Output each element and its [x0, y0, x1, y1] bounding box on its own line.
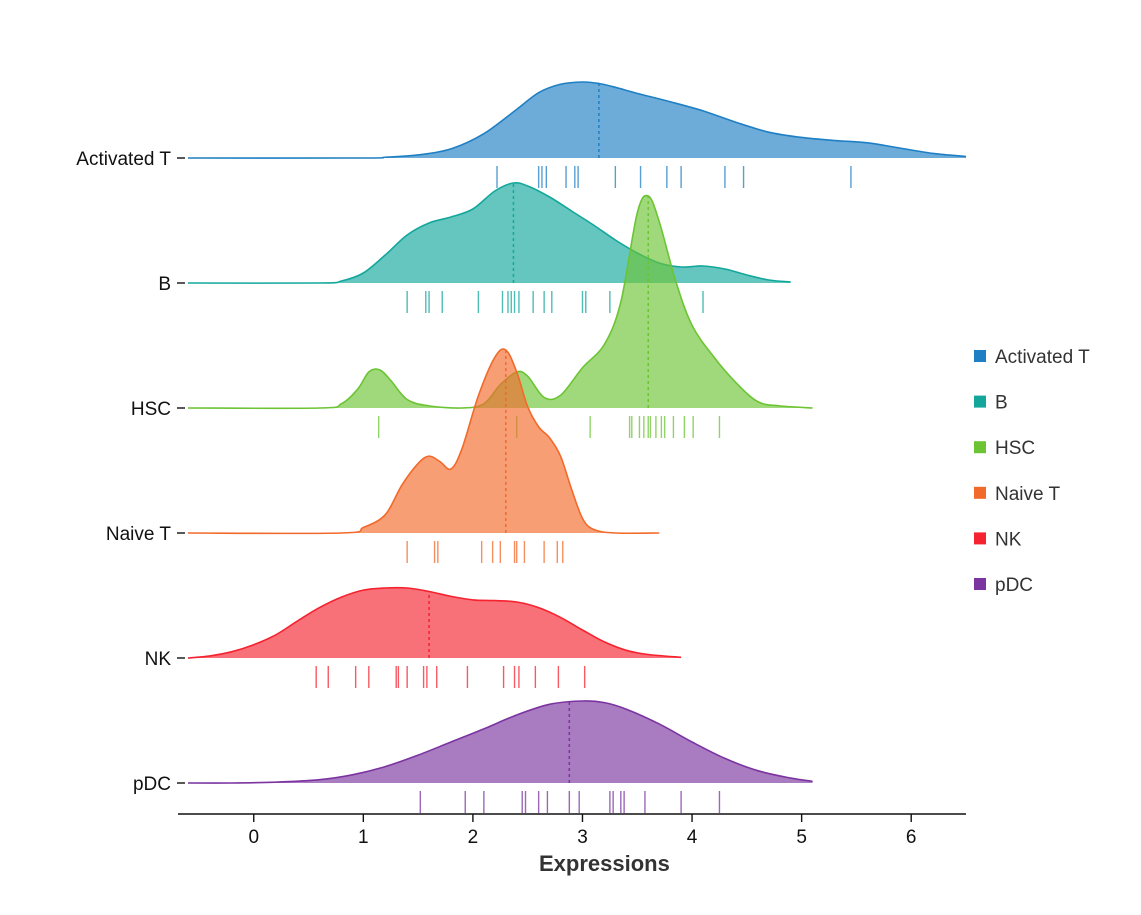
y-tick-label: Activated T — [76, 149, 171, 170]
y-tick-label: pDC — [133, 774, 171, 795]
legend-label-pdc: pDC — [995, 575, 1033, 596]
legend-label-nk: NK — [995, 529, 1022, 550]
x-axis: 0 1 2 3 4 5 6 — [178, 813, 966, 848]
legend-swatch-b — [974, 395, 986, 408]
legend-item-nk: NK — [974, 529, 1022, 550]
ridge-nk — [187, 586, 682, 688]
legend: Activated T B HSC Naive T NK pDC — [974, 347, 1090, 596]
legend-item-activated-t: Activated T — [974, 347, 1090, 368]
legend-swatch-hsc — [974, 441, 986, 454]
density-area-nk — [188, 587, 682, 658]
y-axis: Activated T B HSC Naive T NK pDC — [76, 149, 185, 795]
x-tick-label: 1 — [358, 827, 369, 848]
density-line-activated-t — [187, 81, 967, 159]
x-tick-label: 5 — [796, 827, 807, 848]
y-tick-label: Naive T — [106, 524, 172, 545]
y-tick-label: HSC — [131, 399, 171, 420]
legend-item-b: B — [974, 393, 1008, 414]
ridge-pdc — [187, 700, 813, 813]
ridges-layer — [187, 81, 967, 813]
legend-swatch-naive-t — [974, 486, 986, 499]
legend-item-naive-t: Naive T — [974, 484, 1061, 505]
density-line-pdc — [187, 700, 813, 784]
legend-label-hsc: HSC — [995, 438, 1035, 459]
legend-swatch-pdc — [974, 578, 986, 590]
legend-swatch-nk — [974, 532, 986, 545]
legend-swatch-activated-t — [974, 350, 986, 362]
density-area-activated-t — [188, 81, 966, 159]
density-line-naive-t — [187, 348, 660, 535]
density-area-hsc — [188, 195, 813, 409]
ridge-naive-t — [187, 348, 660, 563]
x-tick-label: 4 — [687, 827, 698, 848]
legend-item-pdc: pDC — [974, 575, 1033, 596]
density-area-b — [188, 182, 791, 284]
legend-label-b: B — [995, 393, 1008, 414]
legend-label-activated-t: Activated T — [995, 347, 1090, 368]
density-line-hsc — [187, 194, 813, 410]
y-tick-label: B — [158, 274, 171, 295]
x-tick-label: 6 — [906, 827, 917, 848]
x-tick-label: 0 — [248, 827, 259, 848]
density-area-naive-t — [188, 349, 660, 534]
density-line-b — [187, 181, 791, 284]
y-tick-label: NK — [145, 649, 172, 670]
x-axis-title: Expressions — [539, 851, 670, 876]
legend-label-naive-t: Naive T — [995, 484, 1061, 505]
ridge-b — [187, 181, 791, 313]
x-tick-label: 3 — [577, 827, 588, 848]
density-area-pdc — [188, 700, 813, 784]
x-tick-label: 2 — [468, 827, 479, 848]
ridge-activated-t — [187, 81, 967, 188]
legend-item-hsc: HSC — [974, 438, 1035, 459]
